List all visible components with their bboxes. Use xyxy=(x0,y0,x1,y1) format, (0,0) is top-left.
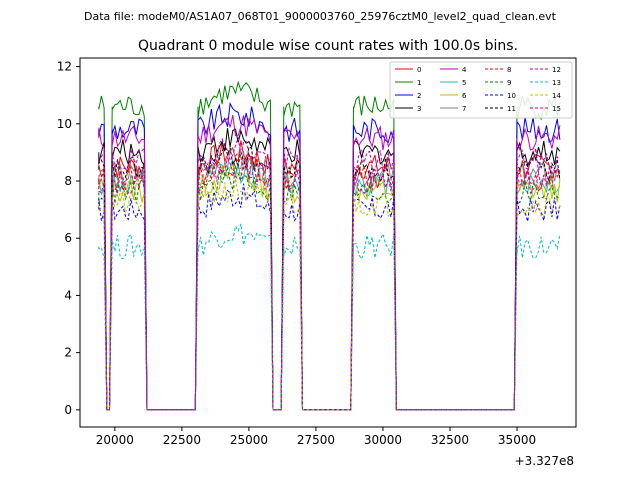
x-tick-label: 20000 xyxy=(96,433,134,447)
legend-box xyxy=(389,61,573,119)
plot-frame xyxy=(79,57,577,428)
y-tick-label: 4 xyxy=(64,288,72,302)
plot-area xyxy=(80,58,576,427)
legend-label-9: 9 xyxy=(507,79,511,87)
x-tick-label: 35000 xyxy=(498,433,536,447)
series-line-2 xyxy=(98,101,561,411)
chart-title: Quadrant 0 module wise count rates with … xyxy=(138,38,518,54)
y-tick-label: 8 xyxy=(64,174,72,188)
legend-label-5: 5 xyxy=(462,79,466,87)
legend-label-3: 3 xyxy=(417,105,421,113)
legend-label-7: 7 xyxy=(462,105,466,113)
series-layer xyxy=(98,80,561,411)
y-tick-label: 2 xyxy=(64,346,72,360)
series-line-15 xyxy=(98,156,561,411)
x-offset-label: +3.327e8 xyxy=(515,454,574,468)
legend-label-11: 11 xyxy=(507,105,516,113)
x-tick-label: 27500 xyxy=(297,433,335,447)
legend-label-1: 1 xyxy=(417,79,421,87)
legend-label-8: 8 xyxy=(507,66,511,74)
y-tick-label: 0 xyxy=(64,403,72,417)
series-line-11 xyxy=(98,142,561,411)
series-line-12 xyxy=(98,136,561,411)
legend-label-14: 14 xyxy=(552,92,561,100)
legend-label-13: 13 xyxy=(552,79,561,87)
x-tick-label: 30000 xyxy=(364,433,402,447)
x-tick-label: 22500 xyxy=(163,433,201,447)
x-axis: 20000 22500 25000 27500 30000 32500 35000 xyxy=(96,427,536,447)
legend-label-10: 10 xyxy=(507,92,516,100)
y-axis: 0 2 4 6 8 10 12 xyxy=(57,60,80,417)
y-tick-label: 12 xyxy=(57,60,72,74)
y-tick-label: 10 xyxy=(57,117,72,131)
x-tick-label: 32500 xyxy=(431,433,469,447)
x-tick-label: 25000 xyxy=(230,433,268,447)
legend-label-12: 12 xyxy=(552,66,561,74)
series-line-4 xyxy=(98,114,561,411)
legend-label-4: 4 xyxy=(462,66,467,74)
legend-label-6: 6 xyxy=(462,92,467,100)
legend-label-0: 0 xyxy=(417,66,421,74)
data-file-label: Data file: modeM0/AS1A07_068T01_90000037… xyxy=(84,10,557,23)
legend-label-15: 15 xyxy=(552,105,561,113)
y-tick-label: 6 xyxy=(64,231,72,245)
series-line-13 xyxy=(98,223,561,411)
legend-label-2: 2 xyxy=(417,92,421,100)
